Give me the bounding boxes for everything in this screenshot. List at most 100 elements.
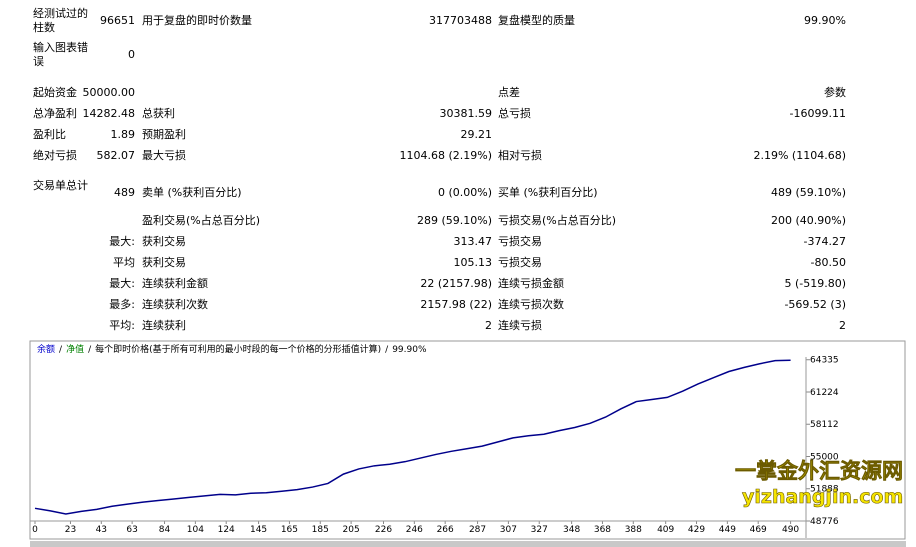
x-tick-label: 490 — [782, 525, 799, 535]
stat-label: 起始资金 — [33, 86, 77, 99]
stat-label: 卖单 (%获利百分比) — [142, 186, 242, 199]
stat-value: -569.52 (3) — [784, 298, 846, 311]
stat-value: -16099.11 — [789, 107, 846, 120]
stat-value: 14282.48 — [82, 107, 136, 120]
chart-frame — [29, 340, 906, 540]
stat-value: 50000.00 — [82, 86, 136, 99]
stat-label: 相对亏损 — [498, 149, 542, 162]
x-tick-label: 104 — [187, 525, 204, 535]
x-tick-label: 63 — [126, 525, 137, 535]
stat-label: 获利交易 — [142, 235, 186, 248]
x-tick-label: 266 — [437, 525, 454, 535]
stat-value: 96651 — [100, 14, 135, 27]
stat-value: 313.47 — [453, 235, 493, 248]
stat-value: 2157.98 (22) — [420, 298, 492, 311]
stat-value: -374.27 — [803, 235, 846, 248]
stat-label: 总亏损 — [498, 107, 531, 120]
stat-label: 获利交易 — [142, 256, 186, 269]
stat-value: -80.50 — [810, 256, 846, 269]
stat-value: 582.07 — [96, 149, 136, 162]
stat-value: 1104.68 (2.19%) — [399, 149, 492, 162]
x-tick-label: 145 — [250, 525, 267, 535]
stat-label: 绝对亏损 — [33, 149, 77, 162]
x-tick-label: 43 — [96, 525, 107, 535]
legend-item: 99.90% — [392, 345, 427, 355]
y-tick-label: 51888 — [810, 485, 839, 495]
y-tick-label: 61224 — [810, 388, 839, 398]
stat-value: 317703488 — [429, 14, 492, 27]
x-tick-label: 388 — [625, 525, 642, 535]
stat-label: 盈利比 — [33, 128, 66, 141]
stat-label: 亏损交易 — [498, 256, 542, 269]
x-tick-label: 368 — [594, 525, 611, 535]
stat-value: 平均: — [109, 319, 135, 332]
stat-value: 平均 — [113, 256, 135, 269]
stat-value: 0 — [128, 48, 135, 61]
stat-label: 连续亏损金额 — [498, 277, 564, 290]
stat-label: 最大亏损 — [142, 149, 186, 162]
x-tick-label: 287 — [469, 525, 486, 535]
stat-label: 总净盈利 — [33, 107, 77, 120]
stat-value: 105.13 — [453, 256, 493, 269]
stat-value: 5 (-519.80) — [784, 277, 846, 290]
legend-separator: / — [385, 345, 389, 355]
x-tick-label: 205 — [343, 525, 360, 535]
legend-separator: / — [59, 345, 63, 355]
x-tick-label: 409 — [657, 525, 674, 535]
legend-item: 每个即时价格(基于所有可利用的最小时段的每一个价格的分形插值计算) — [95, 343, 381, 355]
x-tick-label: 185 — [312, 525, 329, 535]
stat-value: 489 — [114, 186, 135, 199]
y-tick-label: 64335 — [810, 356, 839, 366]
x-tick-label: 327 — [531, 525, 548, 535]
stat-value: 489 (59.10%) — [770, 186, 846, 199]
stat-value: 289 (59.10%) — [416, 214, 492, 227]
y-tick-label: 48776 — [810, 517, 839, 527]
balance-line — [34, 359, 791, 515]
stat-value: 2 — [839, 319, 846, 332]
stat-label: 亏损交易(%占总百分比) — [498, 214, 617, 227]
stat-value: 29.21 — [460, 128, 493, 141]
stat-label: 连续获利金额 — [142, 277, 208, 290]
x-tick-label: 307 — [500, 525, 517, 535]
watermark-cn: 一掌金外汇资源网 — [735, 459, 904, 484]
legend-separator: / — [88, 345, 92, 355]
legend-item: 余额 — [37, 343, 55, 355]
stat-label: 预期盈利 — [142, 128, 186, 141]
stat-value: 最大: — [109, 235, 135, 248]
y-tick-label: 58112 — [810, 420, 839, 430]
x-tick-label: 449 — [719, 525, 736, 535]
x-tick-label: 469 — [750, 525, 767, 535]
stat-label: 经测试过的柱数 — [33, 7, 88, 34]
stat-label: 盈利交易(%占总百分比) — [142, 214, 261, 227]
stat-value: 99.90% — [804, 14, 846, 27]
stat-label: 连续亏损 — [498, 319, 542, 332]
legend-item: 净值 — [66, 343, 84, 355]
stat-value: 最多: — [109, 298, 135, 311]
scrollbar — [30, 541, 906, 547]
x-tick-label: 429 — [688, 525, 705, 535]
stat-label: 连续亏损次数 — [498, 298, 564, 311]
stat-label: 输入图表错误 — [33, 41, 88, 68]
stat-label: 用于复盘的即时价数量 — [142, 14, 252, 27]
y-tick-label: 55000 — [810, 452, 839, 462]
x-tick-label: 0 — [32, 525, 38, 535]
stat-label: 总获利 — [142, 107, 175, 120]
x-tick-label: 23 — [65, 525, 76, 535]
stat-label: 买单 (%获利百分比) — [498, 186, 598, 199]
stat-value: 200 (40.90%) — [770, 214, 846, 227]
stat-value: 0 (0.00%) — [437, 186, 492, 199]
stat-value: 30381.59 — [439, 107, 493, 120]
stat-value: 参数 — [824, 86, 846, 99]
x-tick-label: 246 — [406, 525, 423, 535]
x-tick-label: 226 — [375, 525, 392, 535]
stat-label: 连续获利次数 — [142, 298, 208, 311]
stat-label: 连续获利 — [142, 319, 186, 332]
stat-value: 最大: — [109, 277, 135, 290]
stat-label: 点差 — [498, 86, 520, 99]
stat-value: 1.89 — [110, 128, 136, 141]
x-tick-label: 124 — [218, 525, 235, 535]
stat-label: 复盘模型的质量 — [498, 14, 575, 27]
stat-label: 亏损交易 — [498, 235, 542, 248]
